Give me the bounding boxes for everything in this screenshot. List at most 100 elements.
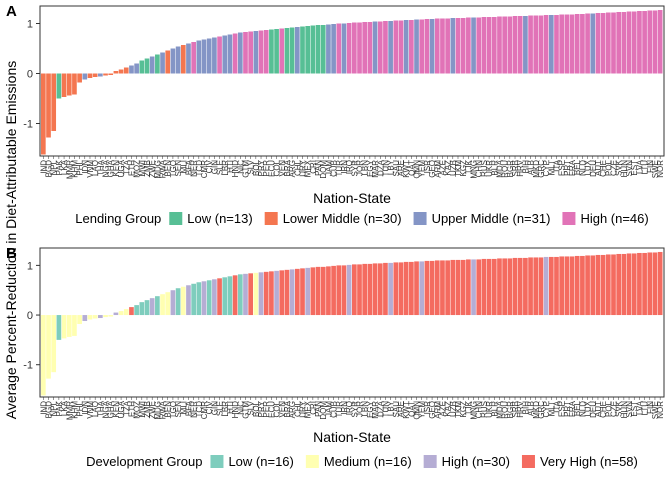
bar-gin bbox=[212, 37, 217, 74]
x-tick-label: GEO bbox=[428, 401, 437, 419]
panel-label: A bbox=[6, 3, 17, 20]
bar-lbr bbox=[222, 277, 228, 316]
bar-ukr bbox=[486, 17, 492, 74]
x-tick-label: FRA bbox=[568, 400, 577, 417]
x-tick-label: SRB bbox=[511, 160, 520, 176]
bar-mmr bbox=[66, 315, 72, 337]
x-tick-label: UZB bbox=[449, 160, 458, 176]
bar-tza bbox=[123, 67, 129, 74]
x-tick-label: NOR bbox=[656, 160, 665, 178]
legend-swatch-low bbox=[169, 212, 183, 225]
x-tick-label: MOZ bbox=[133, 160, 142, 178]
bar-omn bbox=[414, 19, 419, 74]
x-tick-label: GIN bbox=[210, 401, 219, 415]
x-tick-label: NPL bbox=[50, 159, 59, 175]
x-tick-label: GHA bbox=[107, 159, 116, 177]
x-tick-label: KGZ bbox=[459, 160, 468, 177]
bar-deu bbox=[590, 255, 596, 316]
panel-border bbox=[39, 5, 665, 157]
x-tick-label: CZE bbox=[610, 401, 619, 417]
bar-cze bbox=[611, 254, 616, 316]
bar-tur bbox=[336, 23, 342, 74]
x-tick-label: PER bbox=[262, 401, 271, 418]
bar-lby bbox=[388, 262, 393, 316]
x-tick-label: GRC bbox=[537, 401, 546, 419]
x-tick-label: ITA bbox=[552, 400, 561, 413]
x-tick-label: SVK bbox=[615, 159, 624, 176]
bar-tjk bbox=[466, 17, 471, 74]
x-tick-label: URY bbox=[299, 400, 308, 417]
bar-ecu bbox=[269, 271, 274, 316]
x-tick-label: MDG bbox=[153, 160, 162, 179]
bar-bra bbox=[284, 28, 290, 74]
x-tick-label: OMN bbox=[413, 401, 422, 420]
x-tick-label: LVA bbox=[635, 400, 644, 415]
x-tick-label: CHN bbox=[475, 160, 484, 178]
bar-chn bbox=[476, 259, 482, 316]
x-tick-label: HUN bbox=[620, 160, 629, 178]
y-tick-label: -1 bbox=[23, 360, 33, 372]
x-tick-label: GTM bbox=[241, 160, 250, 178]
bar-aze bbox=[440, 260, 445, 316]
bar-lby bbox=[388, 21, 393, 74]
bar-yem bbox=[419, 19, 425, 74]
x-tick-label: AUT bbox=[594, 401, 603, 417]
bar-fra bbox=[569, 256, 575, 316]
bar-mlt bbox=[548, 256, 554, 316]
x-tick-label: TCD bbox=[195, 401, 204, 418]
bar-sle bbox=[217, 36, 222, 74]
bar-srb bbox=[512, 16, 518, 74]
bar-zwe bbox=[149, 298, 155, 316]
x-tick-label: HND bbox=[231, 160, 240, 178]
x-tick-label: KHM bbox=[70, 401, 79, 419]
bar-tza bbox=[123, 309, 129, 316]
bar-mda bbox=[497, 258, 502, 316]
x-tick-label: QAT bbox=[407, 160, 416, 176]
bar-hnd bbox=[232, 275, 238, 316]
bar-ukr bbox=[486, 258, 492, 316]
bar-dza bbox=[377, 263, 383, 316]
x-tick-label: IRN bbox=[340, 160, 349, 174]
x-tick-label: QAT bbox=[407, 401, 416, 417]
bar-tur bbox=[336, 265, 342, 316]
bar-bol bbox=[253, 272, 259, 316]
x-tick-label: CRI bbox=[309, 401, 318, 415]
bar-sen bbox=[175, 46, 181, 74]
bar-svn bbox=[626, 253, 632, 316]
x-tick-label: RWA bbox=[159, 159, 168, 178]
x-tick-label: ITA bbox=[552, 159, 561, 172]
bar-ury bbox=[300, 268, 305, 316]
x-tick-label: DZA bbox=[376, 400, 385, 417]
x-tick-label: FRA bbox=[568, 159, 577, 176]
x-tick-label: NER bbox=[190, 401, 199, 418]
bar-are bbox=[398, 20, 404, 74]
bar-jam bbox=[326, 24, 331, 74]
bar-dza bbox=[377, 21, 383, 74]
x-tick-label: JOR bbox=[356, 160, 365, 176]
x-tick-label: ESP bbox=[558, 160, 567, 176]
bar-arm bbox=[434, 260, 440, 316]
x-tick-label: SYR bbox=[350, 160, 359, 177]
bar-qat bbox=[409, 261, 414, 316]
bar-gtm bbox=[243, 32, 248, 74]
x-tick-label: PHL bbox=[76, 159, 85, 175]
bar-bgr bbox=[507, 258, 513, 316]
x-tick-label: SVN bbox=[625, 160, 634, 177]
bar-rwa bbox=[160, 52, 165, 74]
bar-mex bbox=[305, 267, 311, 316]
x-tick-label: MEX bbox=[304, 159, 313, 177]
bar-irq bbox=[346, 264, 352, 316]
x-tick-label: BGD bbox=[45, 401, 54, 419]
bar-bra bbox=[284, 269, 290, 316]
x-tick-label: MAR bbox=[371, 160, 380, 178]
bar-col bbox=[274, 29, 279, 74]
bar-lka bbox=[61, 73, 67, 97]
x-tick-label: GRC bbox=[537, 160, 546, 178]
x-tick-label: MMR bbox=[65, 401, 74, 420]
bar-nga bbox=[103, 315, 108, 318]
bar-ken bbox=[113, 312, 119, 316]
bar-mdg bbox=[155, 296, 160, 316]
legend-swatch-high bbox=[423, 455, 437, 468]
bar-tcd bbox=[196, 40, 202, 74]
